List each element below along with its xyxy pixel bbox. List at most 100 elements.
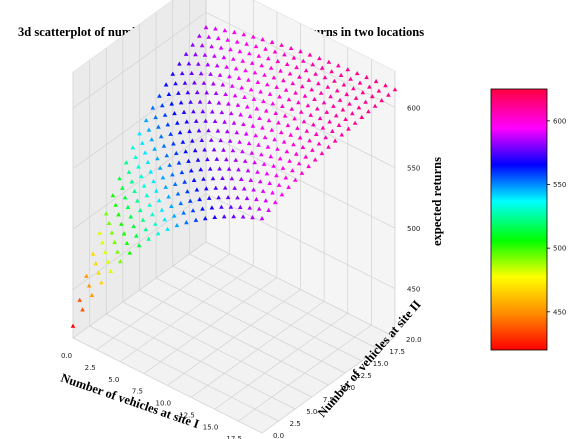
colorbar-tick-label: 600 bbox=[553, 117, 566, 125]
data-point bbox=[210, 176, 216, 181]
data-point bbox=[226, 101, 231, 106]
data-point bbox=[142, 150, 148, 155]
grid-line bbox=[89, 325, 279, 422]
data-point bbox=[337, 97, 343, 102]
data-point bbox=[244, 195, 250, 201]
data-point bbox=[124, 240, 130, 245]
data-point bbox=[149, 137, 155, 142]
data-point bbox=[242, 94, 247, 99]
data-point bbox=[228, 111, 234, 116]
data-point bbox=[209, 205, 215, 210]
data-point bbox=[190, 42, 195, 47]
data-point bbox=[217, 166, 222, 171]
data-point bbox=[257, 115, 262, 120]
data-point bbox=[366, 109, 371, 114]
data-point bbox=[293, 90, 298, 95]
data-point bbox=[235, 195, 240, 200]
data-point bbox=[344, 91, 349, 97]
data-point bbox=[257, 179, 263, 184]
data-point bbox=[369, 94, 375, 99]
data-point bbox=[185, 189, 190, 194]
data-point bbox=[125, 204, 131, 209]
data-point bbox=[231, 214, 236, 219]
data-point bbox=[280, 165, 286, 170]
data-point bbox=[234, 130, 240, 135]
data-point bbox=[152, 146, 157, 151]
data-point bbox=[392, 87, 398, 92]
data-point bbox=[269, 39, 275, 44]
data-point bbox=[367, 84, 372, 89]
data-point bbox=[312, 157, 318, 162]
data-point bbox=[305, 103, 311, 108]
data-point bbox=[256, 206, 262, 211]
data-point bbox=[336, 63, 341, 68]
data-point bbox=[192, 80, 197, 85]
data-point bbox=[270, 101, 276, 106]
data-point bbox=[157, 93, 162, 98]
data-point bbox=[272, 49, 278, 54]
data-point bbox=[301, 58, 306, 63]
data-point bbox=[246, 77, 251, 82]
data-point bbox=[121, 231, 127, 236]
data-point bbox=[163, 82, 169, 87]
data-point bbox=[267, 91, 273, 96]
data-point bbox=[310, 147, 315, 152]
data-point bbox=[218, 45, 224, 50]
data-point bbox=[229, 176, 235, 181]
data-point bbox=[316, 141, 322, 146]
data-point bbox=[194, 187, 200, 192]
data-point bbox=[276, 120, 281, 125]
data-point bbox=[182, 179, 187, 184]
data-point bbox=[247, 51, 252, 56]
data-point bbox=[99, 280, 104, 285]
data-point bbox=[198, 71, 204, 76]
data-point bbox=[137, 131, 142, 136]
grid-line bbox=[72, 337, 263, 434]
data-point bbox=[235, 102, 241, 107]
data-point bbox=[278, 68, 283, 73]
data-point bbox=[243, 68, 248, 73]
x-tick-label: 17.5 bbox=[226, 435, 242, 439]
data-point bbox=[201, 80, 207, 85]
data-point bbox=[239, 176, 244, 181]
z-tick-label: 550 bbox=[407, 165, 420, 173]
data-point bbox=[166, 194, 171, 199]
data-point bbox=[261, 98, 266, 104]
data-point bbox=[208, 137, 214, 142]
data-point bbox=[186, 158, 191, 163]
data-point bbox=[277, 94, 282, 99]
data-point bbox=[187, 128, 192, 134]
data-point bbox=[324, 109, 330, 114]
data-point bbox=[288, 45, 294, 50]
data-point bbox=[260, 125, 265, 130]
data-point bbox=[105, 259, 111, 264]
data-point bbox=[237, 49, 243, 54]
data-point bbox=[232, 185, 237, 190]
x-tick-label: 0.0 bbox=[61, 352, 72, 360]
data-point bbox=[118, 259, 123, 264]
data-point bbox=[325, 84, 331, 89]
data-point bbox=[173, 150, 179, 155]
data-point bbox=[336, 122, 342, 127]
z-axis-label: expected returns bbox=[430, 157, 444, 246]
data-point bbox=[255, 169, 260, 174]
data-point bbox=[250, 215, 255, 220]
grid-line bbox=[72, 72, 207, 170]
data-point bbox=[77, 297, 82, 302]
data-point bbox=[268, 65, 274, 70]
data-point bbox=[197, 196, 202, 202]
data-point bbox=[273, 110, 278, 115]
data-point bbox=[350, 111, 355, 116]
data-point bbox=[310, 62, 316, 67]
data-point bbox=[228, 47, 233, 52]
data-point bbox=[253, 44, 259, 49]
y-tick-label: 12.5 bbox=[356, 372, 372, 380]
grid-line bbox=[172, 265, 362, 362]
data-point bbox=[230, 148, 236, 153]
data-point bbox=[215, 35, 221, 41]
data-point bbox=[326, 59, 332, 64]
data-point bbox=[332, 78, 337, 83]
axis-ticks: 0.02.55.07.510.012.515.017.520.00.02.55.… bbox=[61, 104, 422, 439]
data-point bbox=[225, 195, 231, 200]
x-tick-label: 15.0 bbox=[203, 423, 219, 431]
